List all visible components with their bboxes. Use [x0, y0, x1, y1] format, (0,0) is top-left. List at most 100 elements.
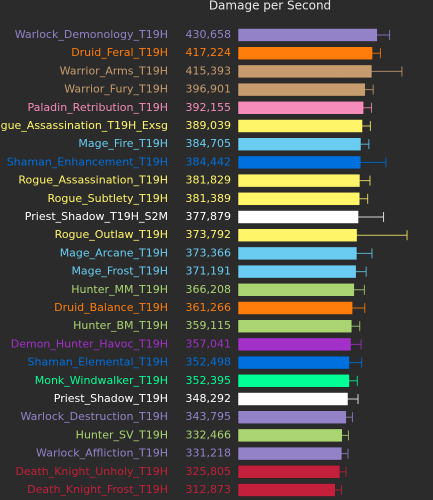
category-label: Hunter_BM_T19H — [73, 319, 168, 332]
error-bar — [333, 212, 385, 222]
category-label: Rogue_Assassination_T19H — [18, 174, 168, 187]
error-bar — [336, 357, 363, 368]
category-label: Priest_Shadow_T19H_S2M — [25, 210, 168, 223]
bar — [237, 446, 343, 461]
category-label: Death_Knight_Frost_T19H — [27, 483, 168, 496]
error-bar — [349, 175, 371, 186]
category-label: Monk_Windwalker_T19H — [35, 374, 168, 387]
category-label: Druid_Balance_T19H — [54, 301, 168, 314]
category-label: Warlock_Affliction_T19H — [36, 447, 168, 460]
error-bar — [340, 339, 362, 350]
category-label: Paladin_Retribution_T19H — [27, 101, 168, 114]
error-bar — [328, 485, 342, 495]
value-label: 384,705 — [186, 137, 232, 150]
value-label: 325,805 — [186, 465, 232, 478]
value-label: 389,039 — [186, 119, 232, 132]
bar — [237, 483, 336, 497]
bar — [237, 82, 366, 97]
value-label: 359,115 — [186, 319, 232, 332]
value-label: 331,218 — [186, 447, 232, 460]
category-label: Mage_Arcane_T19H — [60, 246, 168, 259]
category-label: Demon_Hunter_Havoc_T19H — [11, 337, 168, 350]
value-label: 352,395 — [186, 374, 232, 387]
value-label: 332,466 — [186, 428, 232, 441]
bar — [237, 355, 350, 370]
category-label: Priest_Shadow_T19H — [54, 392, 168, 405]
bar — [237, 374, 350, 388]
value-label: 415,393 — [186, 64, 232, 77]
value-label: 417,224 — [186, 46, 232, 59]
error-bar — [333, 466, 347, 477]
value-label: 357,041 — [186, 337, 232, 350]
bar — [237, 410, 347, 424]
category-label: Shaman_Elemental_T19H — [28, 356, 168, 369]
chart-title: Damage per Second — [209, 0, 331, 13]
bar — [237, 465, 341, 479]
category-label: Druid_Feral_T19H — [71, 46, 168, 59]
error-bar — [335, 157, 387, 168]
error-bar — [340, 303, 366, 313]
category-label: Warlock_Demonology_T19H — [15, 28, 168, 41]
bar — [237, 173, 361, 188]
error-bar — [343, 284, 365, 295]
value-label: 381,389 — [186, 192, 232, 205]
bar — [237, 428, 343, 443]
error-bar — [335, 430, 349, 441]
error-bar — [306, 230, 408, 241]
error-bar — [352, 139, 370, 150]
bar — [237, 46, 373, 60]
value-label: 373,792 — [186, 228, 232, 241]
error-bar — [355, 102, 373, 113]
value-label: 366,208 — [186, 283, 232, 296]
error-bar — [339, 412, 353, 423]
value-label: 384,442 — [186, 155, 232, 168]
value-label: 392,155 — [186, 101, 232, 114]
category-label: Hunter_SV_T19H — [76, 428, 168, 441]
error-bar — [341, 248, 373, 259]
error-bar — [341, 66, 403, 77]
bar — [237, 28, 378, 42]
category-label: Death_Knight_Unholy_T19H — [15, 465, 168, 478]
category-label: Hunter_MM_T19H — [71, 283, 168, 296]
value-label: 377,879 — [186, 210, 232, 223]
error-bar — [354, 121, 371, 131]
bar — [237, 101, 364, 115]
value-label: 381,829 — [186, 174, 232, 187]
category-label: Shaman_Enhancement_T19H — [7, 155, 168, 168]
error-bar — [343, 321, 361, 332]
bar — [237, 337, 352, 352]
bar — [237, 192, 361, 206]
category-label: Rogue_Assassination_T19H_Exsg — [0, 119, 168, 132]
value-label: 343,795 — [186, 410, 232, 423]
bar — [237, 137, 362, 151]
value-label: 348,292 — [186, 392, 232, 405]
bar — [237, 119, 363, 133]
error-bar — [364, 30, 391, 40]
bar — [237, 301, 353, 315]
error-bar — [364, 48, 381, 59]
category-label: Mage_Fire_T19H — [78, 137, 168, 150]
bar — [237, 246, 358, 261]
error-bar — [335, 448, 349, 459]
error-bar — [341, 375, 358, 386]
error-bar — [351, 193, 369, 204]
value-label: 373,366 — [186, 246, 232, 259]
bar — [237, 264, 357, 279]
category-label: Mage_Frost_T19H — [71, 265, 168, 278]
error-bar — [345, 266, 367, 277]
bar — [237, 392, 349, 406]
bar — [237, 319, 353, 333]
category-label: Warlock_Destruction_T19H — [20, 410, 168, 423]
value-label: 352,498 — [186, 356, 232, 369]
value-label: 371,191 — [186, 265, 232, 278]
category-label: Rogue_Outlaw_T19H — [55, 228, 168, 241]
category-label: Rogue_Subtlety_T19H — [48, 192, 168, 205]
category-label: Warrior_Fury_T19H — [64, 83, 168, 96]
value-label: 361,266 — [186, 301, 232, 314]
bar — [237, 283, 355, 297]
error-bar — [356, 84, 374, 95]
value-label: 430,658 — [186, 28, 232, 41]
value-label: 396,901 — [186, 83, 232, 96]
error-bar — [337, 394, 359, 404]
